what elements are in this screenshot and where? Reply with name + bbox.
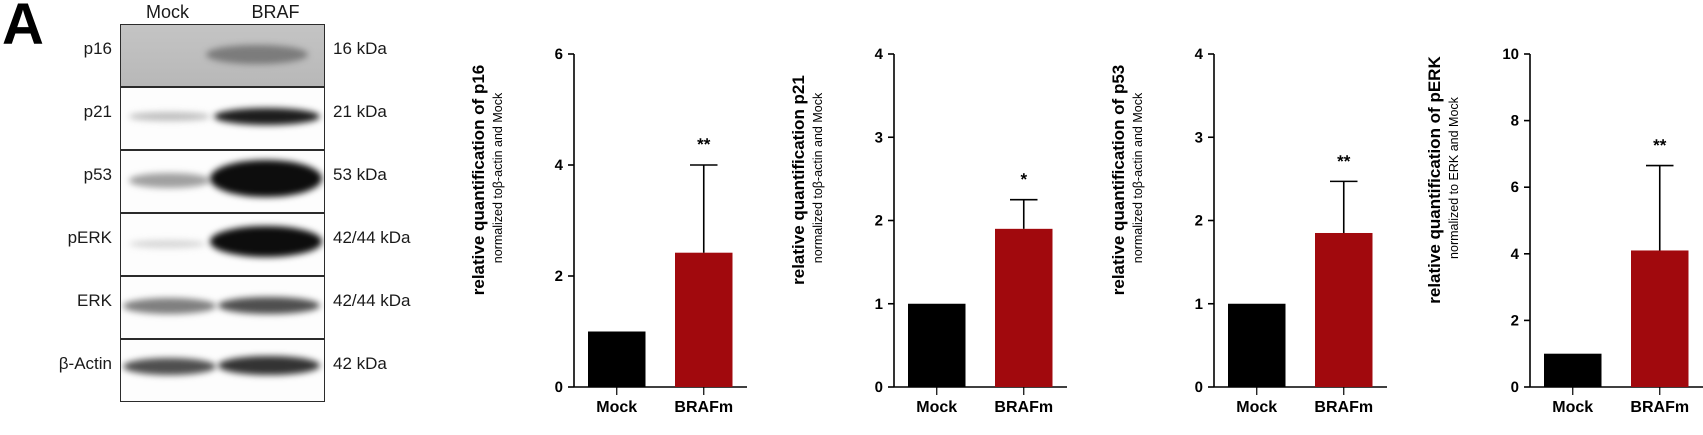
svg-text:0: 0 xyxy=(875,379,883,396)
svg-text:0: 0 xyxy=(1195,379,1203,396)
svg-text:BRAFm: BRAFm xyxy=(1314,399,1373,416)
svg-text:6: 6 xyxy=(1511,179,1519,196)
svg-text:0: 0 xyxy=(555,379,563,396)
svg-text:BRAFm: BRAFm xyxy=(674,399,733,416)
svg-text:BRAFm: BRAFm xyxy=(994,399,1053,416)
svg-text:1: 1 xyxy=(875,296,883,313)
svg-text:Mock: Mock xyxy=(1552,399,1593,416)
svg-text:1: 1 xyxy=(1195,296,1203,313)
svg-text:0: 0 xyxy=(1511,379,1519,396)
svg-text:BRAFm: BRAFm xyxy=(1630,399,1689,416)
svg-text:**: ** xyxy=(1337,152,1351,171)
svg-text:6: 6 xyxy=(555,46,563,63)
svg-text:Mock: Mock xyxy=(916,399,957,416)
svg-text:8: 8 xyxy=(1511,113,1519,130)
svg-text:2: 2 xyxy=(1195,213,1203,230)
svg-text:4: 4 xyxy=(1195,46,1204,63)
svg-text:**: ** xyxy=(697,135,711,154)
svg-text:3: 3 xyxy=(1195,129,1203,146)
svg-text:4: 4 xyxy=(1511,246,1520,263)
svg-text:10: 10 xyxy=(1502,46,1519,63)
svg-text:2: 2 xyxy=(1511,312,1519,329)
svg-text:4: 4 xyxy=(555,157,564,174)
svg-text:Mock: Mock xyxy=(596,399,637,416)
svg-text:2: 2 xyxy=(555,268,563,285)
svg-text:Mock: Mock xyxy=(1236,399,1277,416)
svg-text:2: 2 xyxy=(875,213,883,230)
svg-text:**: ** xyxy=(1653,136,1667,155)
svg-text:3: 3 xyxy=(875,129,883,146)
svg-text:*: * xyxy=(1020,170,1027,189)
svg-text:4: 4 xyxy=(875,46,884,63)
